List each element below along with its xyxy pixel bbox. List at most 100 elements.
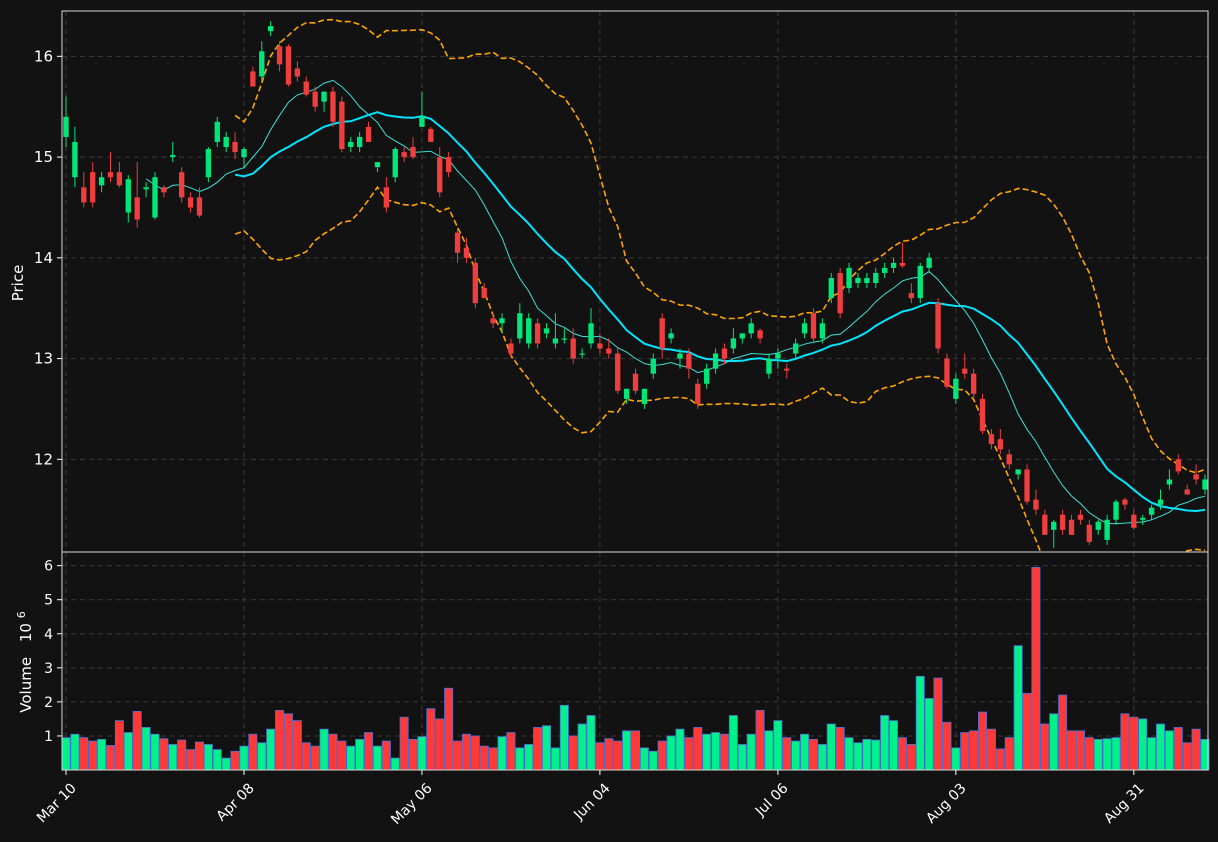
candle-body	[704, 368, 710, 384]
volume-bar	[550, 747, 560, 771]
volume-bar	[693, 727, 703, 771]
candle-body	[588, 323, 594, 344]
volume-bar	[194, 741, 204, 771]
volume-bar	[1031, 566, 1041, 771]
volume-bar	[88, 740, 98, 771]
volume-bar	[150, 733, 160, 771]
volume-bar	[203, 744, 213, 771]
volume-bar	[924, 698, 934, 771]
candle-body	[668, 333, 674, 339]
volume-bar	[871, 739, 881, 771]
volume-bar	[826, 723, 836, 771]
price-tick-label: 13	[34, 350, 53, 368]
volume-bar	[1164, 730, 1174, 771]
volume-bar	[417, 736, 427, 771]
candle-body	[250, 71, 256, 87]
candle-body	[1175, 459, 1181, 472]
volume-bar	[390, 757, 400, 771]
candle-body	[953, 378, 959, 399]
volume-bar	[470, 735, 480, 771]
candle-body	[1051, 521, 1057, 530]
candle-body	[454, 232, 461, 253]
volume-bar	[844, 737, 854, 771]
candle-body	[793, 343, 799, 354]
volume-tick-label: 5	[44, 593, 53, 609]
volume-bar	[533, 727, 543, 771]
volume-bar	[995, 748, 1005, 771]
candle-body	[125, 179, 131, 213]
candle-body	[686, 353, 692, 369]
volume-bar	[969, 730, 979, 771]
candle-body	[579, 353, 585, 355]
volume-axis-label: Volume 10 6	[15, 611, 35, 712]
candle-body	[410, 147, 416, 158]
volume-bar	[337, 740, 347, 771]
candle-body	[1193, 474, 1199, 480]
volume-bar	[141, 727, 151, 771]
candle-body	[908, 293, 915, 299]
volume-bar	[1182, 742, 1192, 771]
volume-bar	[568, 735, 578, 771]
candle-body	[241, 149, 247, 158]
volume-bar	[835, 727, 845, 771]
candle-body	[597, 343, 603, 349]
volume-bar	[613, 740, 623, 771]
volume-tick-label: 2	[44, 695, 53, 711]
candle-body	[962, 368, 968, 374]
candle-body	[445, 157, 452, 173]
volume-bar	[978, 711, 988, 771]
candle-body	[846, 267, 852, 289]
candle-body	[561, 338, 567, 340]
candle-body	[819, 323, 826, 339]
candle-body	[712, 353, 719, 369]
candle-body	[374, 162, 381, 168]
volume-scale-base: 10	[17, 623, 35, 642]
candle-body	[63, 116, 69, 137]
price-tick-label: 15	[34, 148, 53, 166]
volume-bar	[577, 723, 587, 771]
candle-body	[881, 267, 888, 273]
volume-tick-label: 3	[44, 661, 53, 677]
candle-body	[757, 330, 763, 339]
price-tick-label: 12	[34, 450, 53, 468]
volume-bar	[399, 716, 409, 771]
candle-body	[801, 323, 808, 334]
volume-bar	[123, 732, 133, 771]
candle-body	[401, 152, 407, 158]
volume-bar	[97, 738, 107, 771]
upper-band-line	[234, 18, 1206, 474]
volume-bar	[1004, 737, 1014, 771]
volume-bar	[479, 745, 489, 771]
candle-body	[490, 318, 496, 324]
volume-bar	[719, 733, 729, 771]
volume-bar	[702, 733, 712, 771]
volume-bar	[1040, 723, 1050, 771]
candle-body	[632, 373, 639, 391]
candle-body	[775, 353, 781, 359]
candle-body	[232, 141, 238, 153]
volume-bar	[239, 745, 249, 771]
volume-panel: 1 2 3 4 5 6	[44, 551, 1210, 771]
candle-body	[1184, 489, 1190, 495]
volume-bar	[604, 738, 614, 771]
volume-bar	[791, 740, 801, 771]
candle-body	[837, 272, 843, 314]
candle-body	[214, 121, 220, 142]
candle-body	[356, 136, 363, 148]
volume-bar	[728, 715, 738, 771]
candle-body	[606, 348, 612, 354]
candle-body	[107, 172, 114, 178]
volume-tick-label: 1	[44, 729, 53, 745]
volume-bar	[310, 745, 320, 771]
candle-body	[72, 141, 78, 178]
lower-band-line	[234, 185, 1206, 552]
candle-body	[944, 358, 950, 387]
candle-body	[1166, 479, 1173, 485]
candle-body	[463, 247, 470, 258]
volume-bar	[1102, 738, 1112, 771]
ma-fast-line	[145, 79, 1206, 525]
candle-body	[1068, 519, 1075, 535]
candle-body	[437, 157, 443, 193]
price-tick-label: 14	[34, 249, 53, 267]
volume-bar	[542, 725, 552, 771]
